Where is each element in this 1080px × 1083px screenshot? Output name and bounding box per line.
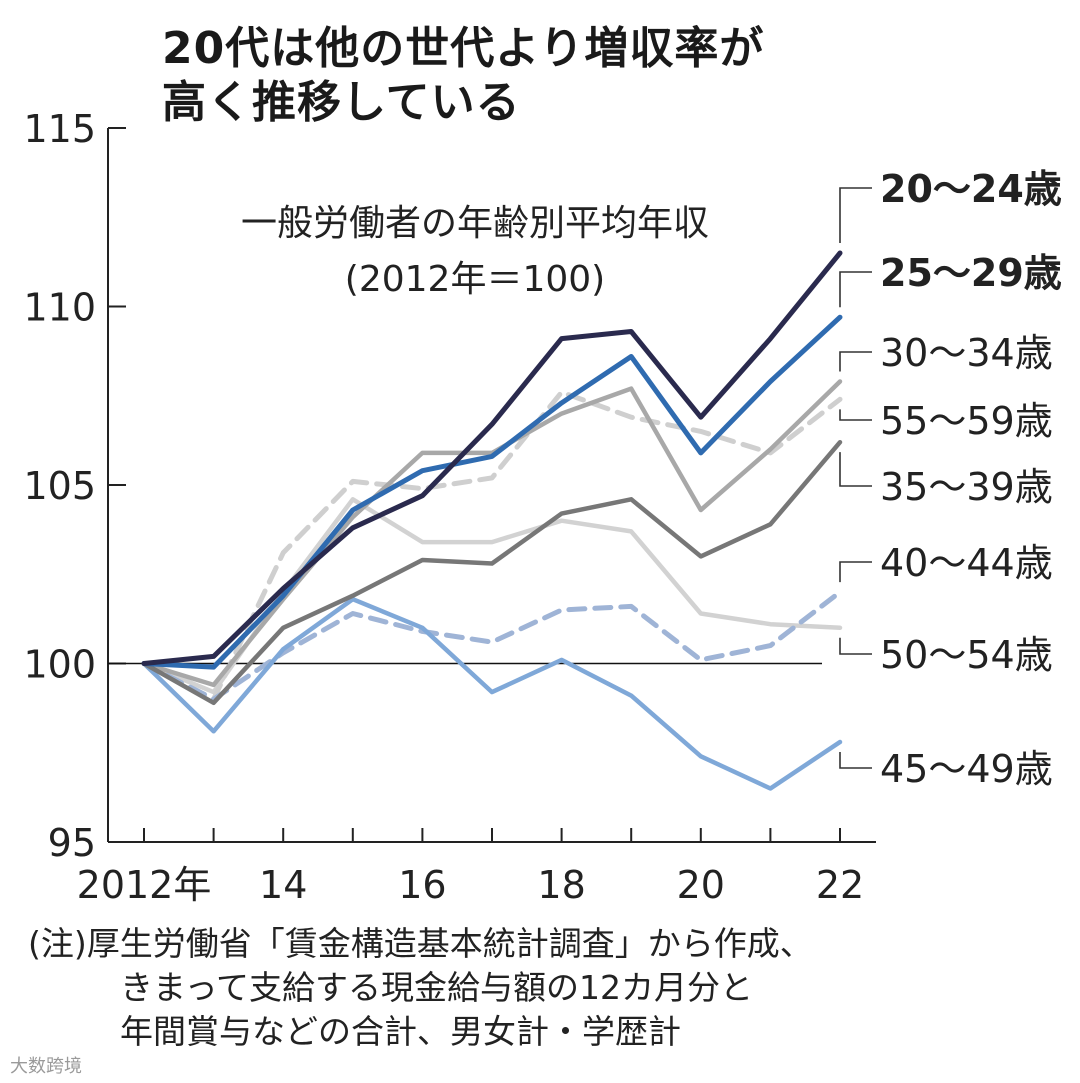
title-line-2: 高く推移している	[162, 77, 521, 128]
chart-subtitle: 一般労働者の年齢別平均年収 (2012年＝100)	[190, 196, 760, 308]
legend-label: 20〜24歳	[880, 167, 1062, 211]
legend-connector	[839, 752, 872, 769]
series-line	[141, 439, 843, 706]
legend-connector	[839, 452, 872, 487]
series-line	[141, 314, 843, 670]
legend-label: 25〜29歳	[880, 251, 1062, 295]
x-tick-label: 16	[398, 863, 446, 907]
legend-connector	[839, 271, 872, 308]
legend-connector	[839, 409, 872, 421]
legend-connector	[839, 351, 872, 372]
subtitle-line-2: (2012年＝100)	[344, 259, 606, 300]
x-tick-label: 20	[677, 863, 725, 907]
y-tick-label: 100	[23, 643, 96, 687]
chart-title: 20代は他の世代より増収率が 高く推移している	[162, 22, 764, 130]
series-line	[141, 389, 843, 702]
y-tick-label: 95	[48, 821, 96, 865]
note-line-3: 年間賞与などの合計、男女計・学歴計	[120, 1012, 681, 1051]
subtitle-line-1: 一般労働者の年齢別平均年収	[240, 203, 709, 244]
series-lines	[141, 250, 843, 791]
series-line	[141, 250, 843, 666]
legend-label: 45〜49歳	[880, 747, 1053, 791]
x-tick-label: 14	[259, 863, 307, 907]
footnote: (注)厚生労働省「賃金構造基本統計調査」から作成、 きまって支給する現金給与額の…	[28, 922, 813, 1054]
legend-labels: 20〜24歳 25〜29歳 30〜34歳 55〜59歳 35〜39歳 40〜44歳 50〜5…	[839, 167, 1062, 791]
axes: 95 100 105 110 115 2012年 14 16 18 20 22	[23, 107, 876, 907]
series-line	[141, 379, 843, 688]
x-tick-label: 18	[537, 863, 585, 907]
legend-connector	[839, 561, 872, 583]
note-line-1: (注)厚生労働省「賃金構造基本統計調査」から作成、	[28, 924, 813, 963]
series-line	[141, 589, 843, 702]
legend-connector	[839, 187, 872, 243]
series-line	[141, 596, 843, 791]
x-tick-label: 2012年	[77, 863, 212, 907]
legend-label: 30〜34歳	[880, 331, 1053, 375]
y-tick-label: 105	[23, 464, 96, 508]
legend-label: 55〜59歳	[880, 399, 1053, 443]
y-tick-label: 115	[23, 107, 96, 151]
legend-connector	[839, 637, 872, 655]
x-tick-label: 22	[816, 863, 864, 907]
legend-label: 35〜39歳	[880, 465, 1053, 509]
note-line-2: きまって支給する現金給与額の12カ月分と	[120, 968, 754, 1007]
legend-label: 40〜44歳	[880, 541, 1053, 585]
legend-label: 50〜54歳	[880, 633, 1053, 677]
watermark: 大数跨境	[10, 1056, 82, 1077]
y-tick-label: 110	[23, 286, 96, 330]
title-line-1: 20代は他の世代より増収率が	[162, 23, 765, 74]
